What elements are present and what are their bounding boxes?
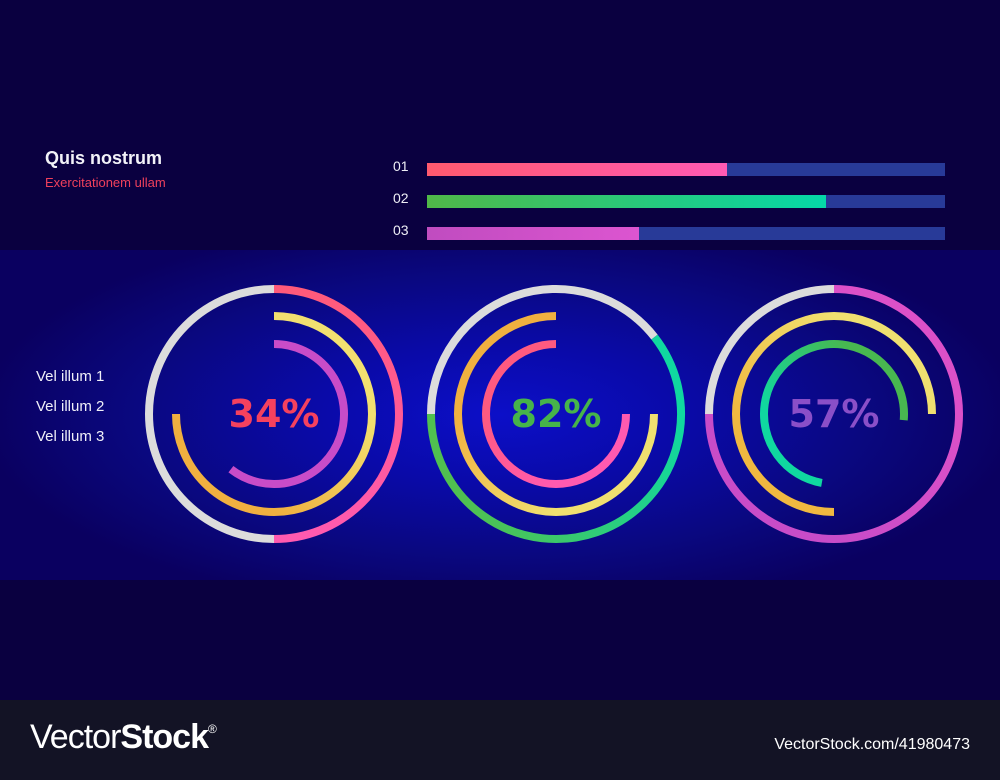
percentage-label: 57% <box>789 392 880 436</box>
bar-label: 02 <box>393 190 409 206</box>
ring-track <box>705 285 835 415</box>
bar-label: 03 <box>393 222 409 238</box>
radial-chart-82: 82% <box>427 285 685 543</box>
legend: Vel illum 1 Vel illum 2 Vel illum 3 <box>36 368 104 458</box>
inner-progress-ring <box>760 340 908 487</box>
chart-subtitle: Exercitationem ullam <box>45 175 166 190</box>
inner-progress-ring <box>228 340 348 488</box>
inner-progress-ring <box>454 312 658 516</box>
outer-progress-ring <box>427 334 685 543</box>
bar-fill <box>427 227 640 240</box>
bar-track <box>427 163 945 176</box>
ring-track <box>427 285 658 415</box>
inner-progress-ring <box>172 312 376 516</box>
ring-track <box>145 285 275 543</box>
infographic-canvas: Quis nostrum Exercitationem ullam 01 02 … <box>0 148 1000 580</box>
percentage-label: 34% <box>229 392 320 436</box>
inner-progress-ring <box>732 312 936 516</box>
image-reference: VectorStock.com/41980473 <box>774 736 970 753</box>
bar-fill <box>427 163 728 176</box>
legend-item: Vel illum 3 <box>36 428 105 445</box>
legend-item: Vel illum 2 <box>36 398 105 415</box>
legend-item: Vel illum 1 <box>36 368 105 385</box>
bar-row-01: 01 <box>390 158 950 176</box>
outer-progress-ring <box>705 285 963 543</box>
bar-row-03: 03 <box>390 222 950 240</box>
bar-fill <box>427 195 826 208</box>
footer: VectorStock® VectorStock.com/41980473 <box>0 700 1000 780</box>
chart-title: Quis nostrum <box>45 148 163 168</box>
bar-track <box>427 195 945 208</box>
radial-chart-57: 57% <box>705 285 963 543</box>
radial-charts: 34% 82% 57% <box>145 285 963 543</box>
inner-progress-ring <box>482 340 630 488</box>
outer-progress-ring <box>273 285 403 543</box>
bar-label: 01 <box>393 158 409 174</box>
brand-logo: VectorStock® <box>30 718 217 756</box>
radial-chart-34: 34% <box>145 285 403 543</box>
bar-track <box>427 227 945 240</box>
bar-row-02: 02 <box>390 190 950 208</box>
percentage-label: 82% <box>511 392 602 436</box>
